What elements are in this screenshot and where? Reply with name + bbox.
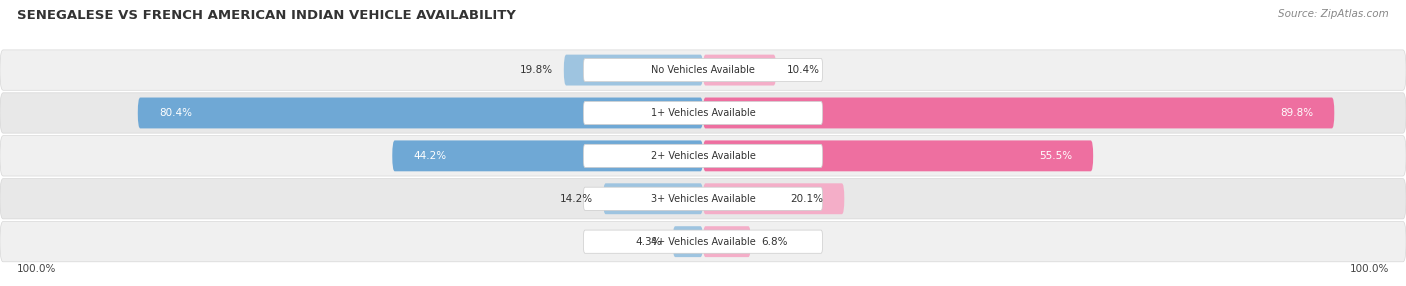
FancyBboxPatch shape [583,102,823,125]
Text: 1+ Vehicles Available: 1+ Vehicles Available [651,108,755,118]
FancyBboxPatch shape [603,183,703,214]
FancyBboxPatch shape [703,98,1334,128]
FancyBboxPatch shape [0,221,1406,262]
Text: 4+ Vehicles Available: 4+ Vehicles Available [651,237,755,247]
FancyBboxPatch shape [392,140,703,171]
Text: SENEGALESE VS FRENCH AMERICAN INDIAN VEHICLE AVAILABILITY: SENEGALESE VS FRENCH AMERICAN INDIAN VEH… [17,9,516,21]
FancyBboxPatch shape [583,144,823,167]
FancyBboxPatch shape [672,226,703,257]
Text: 14.2%: 14.2% [560,194,593,204]
Text: 6.8%: 6.8% [762,237,787,247]
Text: 100.0%: 100.0% [1350,264,1389,274]
Text: 4.3%: 4.3% [636,237,662,247]
Text: 10.4%: 10.4% [787,65,820,75]
Text: 44.2%: 44.2% [413,151,447,161]
FancyBboxPatch shape [0,178,1406,219]
FancyBboxPatch shape [703,226,751,257]
FancyBboxPatch shape [703,55,776,86]
Text: 55.5%: 55.5% [1039,151,1073,161]
Text: 3+ Vehicles Available: 3+ Vehicles Available [651,194,755,204]
FancyBboxPatch shape [138,98,703,128]
Text: 2+ Vehicles Available: 2+ Vehicles Available [651,151,755,161]
FancyBboxPatch shape [583,59,823,82]
FancyBboxPatch shape [583,187,823,210]
FancyBboxPatch shape [0,136,1406,176]
Text: Source: ZipAtlas.com: Source: ZipAtlas.com [1278,9,1389,19]
Text: 20.1%: 20.1% [790,194,824,204]
FancyBboxPatch shape [0,50,1406,90]
FancyBboxPatch shape [703,140,1094,171]
FancyBboxPatch shape [583,230,823,253]
FancyBboxPatch shape [0,93,1406,133]
FancyBboxPatch shape [703,183,844,214]
FancyBboxPatch shape [564,55,703,86]
Text: No Vehicles Available: No Vehicles Available [651,65,755,75]
Text: 19.8%: 19.8% [520,65,554,75]
Text: 89.8%: 89.8% [1279,108,1313,118]
Text: 80.4%: 80.4% [159,108,191,118]
Text: 100.0%: 100.0% [17,264,56,274]
